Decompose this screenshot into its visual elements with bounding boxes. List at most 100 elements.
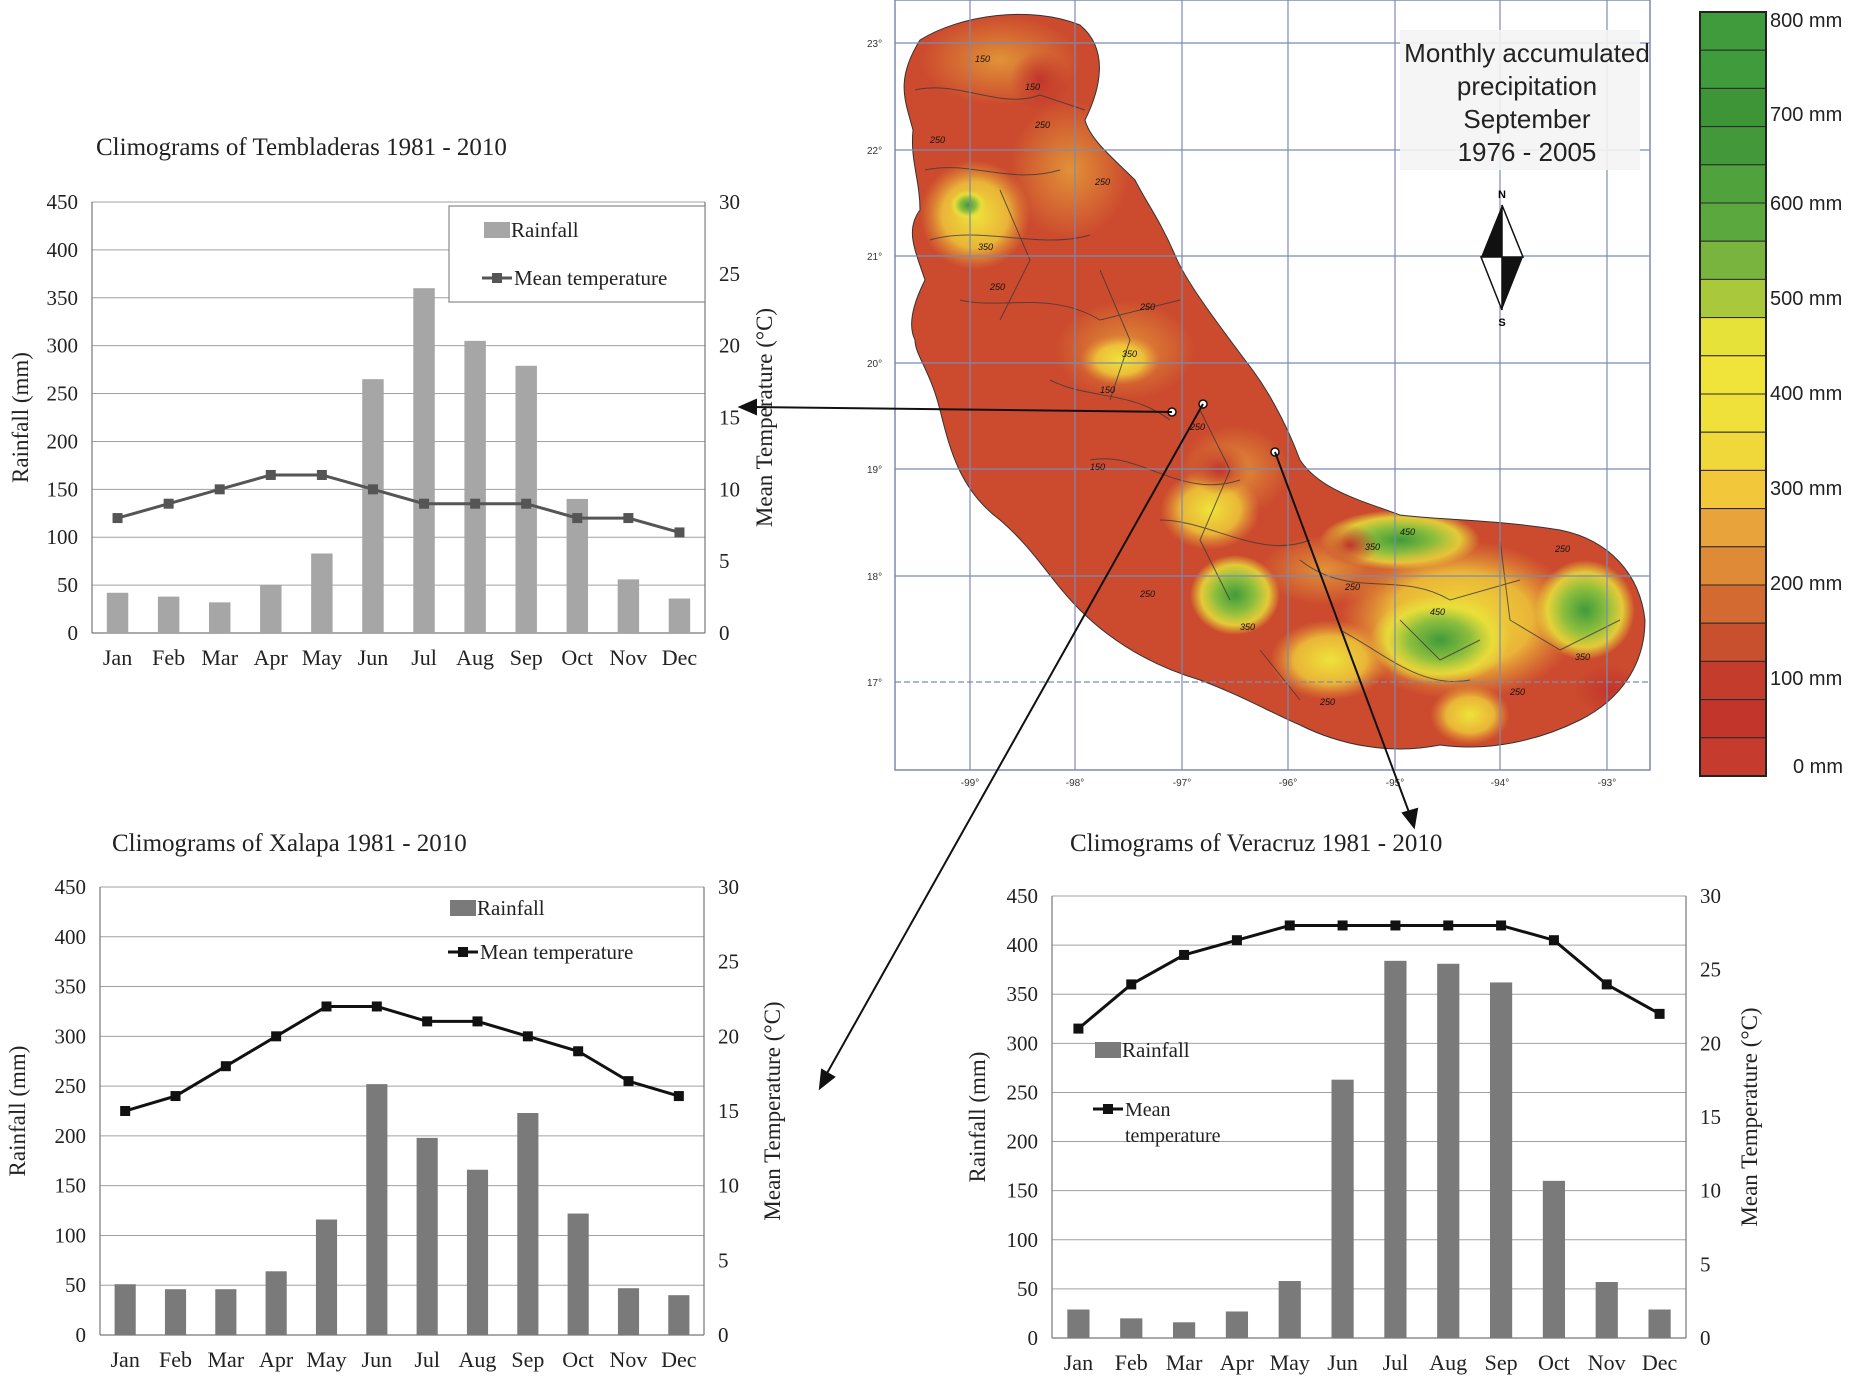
contour-label: 150 [1090,462,1105,472]
y2-tick-label: 30 [718,875,739,899]
rainfall-bar [1648,1309,1671,1338]
map-title-line: precipitation [1457,71,1597,101]
y2-tick-label: 30 [719,190,740,214]
contour-label: 250 [1034,120,1050,130]
rainfall-bar [157,596,180,633]
y-tick-label: 250 [55,1074,87,1098]
x-tick-label: Oct [1538,1350,1570,1375]
colorbar-label: 0 mm [1793,756,1843,778]
rainfall-bar [1331,1079,1354,1338]
rainfall-bar [1225,1311,1249,1338]
colorbar-cell [1699,240,1767,280]
colorbar-cell [1699,164,1767,204]
y2-tick-label: 15 [1700,1105,1721,1129]
temperature-point [170,1091,181,1102]
chart-xalapa: Climograms of Xalapa 1981 - 201005010015… [5,830,785,1372]
legend-temperature-marker [492,273,502,283]
rainfall-bar [566,498,589,633]
colorbar-label: 100 mm [1770,668,1842,690]
rainfall-bar [164,1289,187,1335]
rainfall-bar [466,1169,489,1335]
legend-temperature-marker [458,947,468,957]
temperature-point [220,1061,231,1072]
compass-rose-icon: N S [1479,189,1525,329]
y-tick-label: 50 [65,1273,86,1297]
legend-rainfall-label: Rainfall [511,218,579,242]
y-tick-label: 350 [1007,982,1039,1006]
chart-tembladeras: Climograms of Tembladeras 1981 - 2010050… [8,134,777,670]
contour-label: 350 [1575,652,1590,662]
x-tick-label: Jun [362,1347,393,1372]
colorbar-cell [1699,660,1767,701]
y-tick-label: 250 [1007,1080,1039,1104]
rainfall-bar [260,585,282,633]
y-tick-label: 50 [57,573,78,597]
y2-tick-label: 20 [718,1024,739,1048]
y-tick-label: 200 [1007,1130,1039,1154]
x-tick-label: Sep [511,1347,544,1372]
map-region [903,13,1646,750]
rainfall-bar [1437,963,1460,1338]
temperature-point [316,469,327,480]
y-tick-label: 400 [47,238,79,262]
connector-arrows [737,398,1419,1091]
colorbar-labels: 800 mm 700 mm 600 mm 500 mm 400 mm 300 m… [1770,10,1843,778]
temperature-point [472,1016,483,1027]
lon-label: -95° [1386,778,1404,789]
chart-title: Climograms of Tembladeras 1981 - 2010 [96,134,507,161]
rainfall-bar [1172,1322,1196,1338]
contour-label: 250 [1139,302,1155,312]
lat-label: 23° [867,39,882,50]
temperature-point [623,513,634,524]
lon-label: -97° [1173,778,1191,789]
temperature-point [163,498,174,509]
y-tick-label: 200 [55,1124,87,1148]
y2-tick-label: 0 [718,1323,729,1347]
temperature-point [1337,920,1348,931]
colorbar-label: 300 mm [1770,478,1842,500]
contour-label: 250 [1554,544,1570,554]
temperature-point [1443,920,1454,931]
temperature-point [367,484,378,495]
y-tick-label: 450 [47,190,79,214]
x-tick-label: May [1270,1350,1310,1375]
x-tick-label: Jul [414,1347,440,1372]
precipitation-map: 23° 22° 21° 20° 19° 18° 17° -99° -98° -9… [867,0,1651,789]
north-label: N [1498,189,1506,201]
temperature-line [117,473,680,534]
legend-temperature-label: Mean temperature [514,266,667,290]
contour-label: 350 [1122,349,1137,359]
arrow-to-tembladeras [751,406,1173,413]
temperature-point [1548,935,1559,946]
lat-label: 17° [867,678,882,689]
temperature-point [470,498,481,509]
x-tick-label: Feb [1115,1350,1148,1375]
colorbar-cell [1699,469,1767,510]
contour-label: 150 [975,54,990,64]
y-tick-label: 400 [55,925,87,949]
rainfall-bar [366,1084,388,1335]
rainfall-bar [416,1137,438,1335]
colorbar: 800 mm 700 mm 600 mm 500 mm 400 mm 300 m… [1699,10,1843,778]
south-label: S [1498,317,1505,329]
x-tick-label: Mar [201,645,238,670]
y-tick-label: 150 [47,477,79,501]
y-tick-label: 100 [47,525,79,549]
lon-label: -96° [1279,778,1297,789]
x-tick-label: Apr [254,645,289,670]
colorbar-label: 400 mm [1770,383,1842,405]
y-tick-label: 300 [1007,1031,1039,1055]
temperature-point [1179,949,1190,960]
rainfall-bar [1384,960,1407,1338]
y-tick-label: 100 [1007,1228,1039,1252]
contour-label: 250 [1094,177,1110,187]
y-tick-label: 250 [47,382,79,406]
rainfall-bar [208,602,231,633]
x-tick-label: Mar [1166,1350,1203,1375]
y-tick-label: 150 [1007,1179,1039,1203]
contour-label: 150 [1025,82,1040,92]
legend-rainfall-label: Rainfall [477,896,545,920]
colorbar-cell [1699,508,1767,548]
y2-tick-label: 10 [718,1174,739,1198]
temperature-point [522,1031,533,1042]
